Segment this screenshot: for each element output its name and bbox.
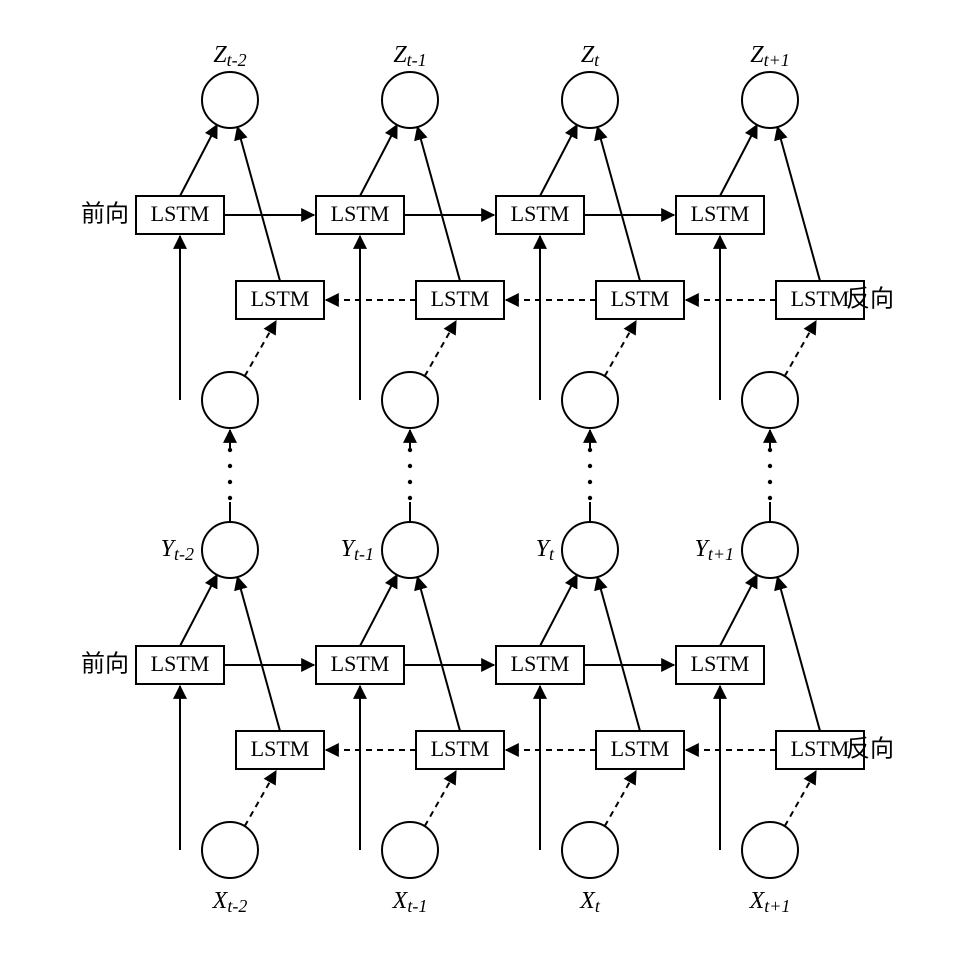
top-fwd-2-label: LSTM bbox=[511, 201, 570, 226]
bot-fwd-1-label: LSTM bbox=[331, 651, 390, 676]
bot-bwd-to-out-3 bbox=[777, 577, 820, 731]
bot-out-3 bbox=[742, 522, 798, 578]
top-fwd-3-label: LSTM bbox=[691, 201, 750, 226]
bot-in-0 bbox=[202, 822, 258, 878]
bot-outlbl-3: Yt+1 bbox=[694, 536, 734, 565]
bot-bwd-to-out-2 bbox=[597, 577, 640, 731]
bot-out-2 bbox=[562, 522, 618, 578]
top-out-3 bbox=[742, 72, 798, 128]
top-bwd-to-out-2 bbox=[597, 127, 640, 281]
bot-bwd-to-out-0 bbox=[237, 577, 280, 731]
lbl-bot-bwd: 反向 bbox=[846, 735, 894, 762]
bot-in-to-bwd-0 bbox=[245, 771, 276, 826]
top-out-0 bbox=[202, 72, 258, 128]
top-fwd-0-label: LSTM bbox=[151, 201, 210, 226]
top-outlbl-0: Zt-2 bbox=[213, 42, 246, 71]
bot-bwd-1-label: LSTM bbox=[431, 736, 490, 761]
top-in-to-bwd-3 bbox=[785, 321, 816, 376]
top-in-to-bwd-1 bbox=[425, 321, 456, 376]
bot-out-0 bbox=[202, 522, 258, 578]
top-bwd-0-label: LSTM bbox=[251, 286, 310, 311]
bot-fwd-to-out-3 bbox=[720, 575, 757, 646]
top-bwd-2-label: LSTM bbox=[611, 286, 670, 311]
bot-bwd-3-label: LSTM bbox=[791, 736, 850, 761]
bot-bwd-to-out-1 bbox=[417, 577, 460, 731]
bot-fwd-to-out-2 bbox=[540, 575, 577, 646]
top-bwd-to-out-1 bbox=[417, 127, 460, 281]
bot-outlbl-0: Yt-2 bbox=[161, 536, 194, 565]
bot-fwd-0-label: LSTM bbox=[151, 651, 210, 676]
top-in-2 bbox=[562, 372, 618, 428]
top-outlbl-1: Zt-1 bbox=[393, 42, 426, 71]
top-outlbl-2: Zt bbox=[581, 42, 600, 71]
x-label-2: Xt bbox=[579, 888, 601, 917]
bot-outlbl-1: Yt-1 bbox=[341, 536, 374, 565]
top-out-2 bbox=[562, 72, 618, 128]
top-in-1 bbox=[382, 372, 438, 428]
top-out-1 bbox=[382, 72, 438, 128]
bot-in-to-bwd-2 bbox=[605, 771, 636, 826]
top-in-to-bwd-2 bbox=[605, 321, 636, 376]
vlink-3 bbox=[768, 430, 772, 522]
x-label-3: Xt+1 bbox=[749, 888, 791, 917]
bot-in-2 bbox=[562, 822, 618, 878]
top-fwd-1-label: LSTM bbox=[331, 201, 390, 226]
top-fwd-to-out-0 bbox=[180, 125, 217, 196]
top-in-to-bwd-0 bbox=[245, 321, 276, 376]
bot-fwd-2-label: LSTM bbox=[511, 651, 570, 676]
bot-fwd-to-out-1 bbox=[360, 575, 397, 646]
bot-bwd-0-label: LSTM bbox=[251, 736, 310, 761]
vlink-1 bbox=[408, 430, 412, 522]
x-label-0: Xt-2 bbox=[212, 888, 248, 917]
top-bwd-1-label: LSTM bbox=[431, 286, 490, 311]
vlink-0 bbox=[228, 430, 232, 522]
top-in-3 bbox=[742, 372, 798, 428]
top-bwd-to-out-3 bbox=[777, 127, 820, 281]
lbl-top-fwd: 前向 bbox=[81, 200, 129, 227]
top-outlbl-3: Zt+1 bbox=[750, 42, 790, 71]
top-in-0 bbox=[202, 372, 258, 428]
bot-bwd-2-label: LSTM bbox=[611, 736, 670, 761]
top-fwd-to-out-1 bbox=[360, 125, 397, 196]
lbl-bot-fwd: 前向 bbox=[81, 650, 129, 677]
vlink-2 bbox=[588, 430, 592, 522]
x-label-1: Xt-1 bbox=[392, 888, 428, 917]
bot-in-3 bbox=[742, 822, 798, 878]
top-bwd-3-label: LSTM bbox=[791, 286, 850, 311]
bot-in-1 bbox=[382, 822, 438, 878]
bot-out-1 bbox=[382, 522, 438, 578]
bot-outlbl-2: Yt bbox=[536, 536, 555, 565]
top-fwd-to-out-3 bbox=[720, 125, 757, 196]
lbl-top-bwd: 反向 bbox=[846, 285, 894, 312]
bot-in-to-bwd-3 bbox=[785, 771, 816, 826]
bot-fwd-to-out-0 bbox=[180, 575, 217, 646]
bot-fwd-3-label: LSTM bbox=[691, 651, 750, 676]
top-fwd-to-out-2 bbox=[540, 125, 577, 196]
bot-in-to-bwd-1 bbox=[425, 771, 456, 826]
top-bwd-to-out-0 bbox=[237, 127, 280, 281]
